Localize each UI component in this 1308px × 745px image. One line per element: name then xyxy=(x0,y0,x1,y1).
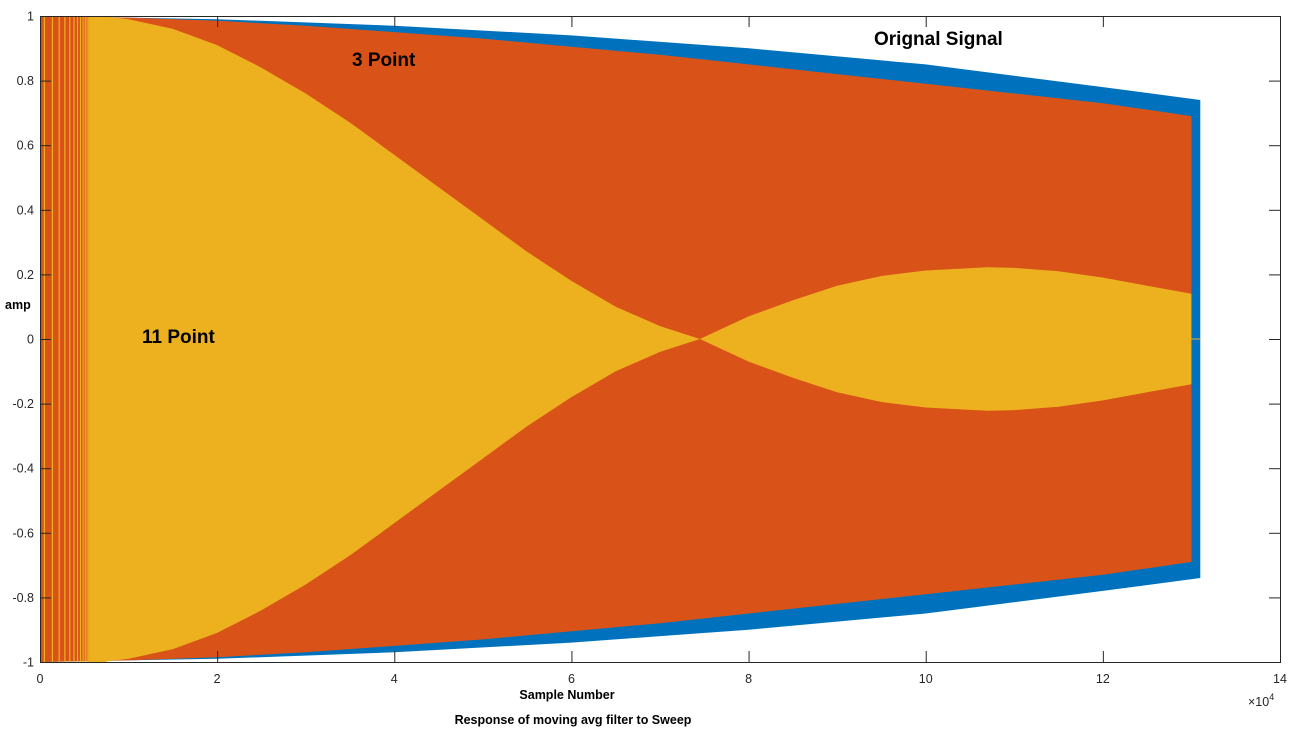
x-exponent-label: ×104 xyxy=(1248,692,1274,709)
x-tick-label: 4 xyxy=(391,672,398,686)
y-tick-label: -0.8 xyxy=(12,591,34,605)
y-tick-label: -0.2 xyxy=(12,397,34,411)
x-tick-label: 14 xyxy=(1273,672,1287,686)
x-tick-label: 8 xyxy=(745,672,752,686)
axis-ticks xyxy=(40,16,1281,663)
plot-area xyxy=(40,16,1201,662)
y-tick-labels: -1 -0.8 -0.6 -0.4 -0.2 0 0.2 0.4 0.6 0.8 1 xyxy=(12,10,34,670)
y-tick-label: 0.8 xyxy=(17,74,34,88)
y-tick-label: 0.2 xyxy=(17,268,34,282)
annotation-original-signal: Orignal Signal xyxy=(874,29,1003,50)
y-tick-label: -0.6 xyxy=(12,526,34,540)
x-tick-labels: 0 2 4 6 8 10 12 14 xyxy=(37,672,1287,686)
annotation-11-point: 11 Point xyxy=(142,327,216,348)
y-tick-label: 1 xyxy=(27,10,34,24)
x-tick-label: 6 xyxy=(568,672,575,686)
y-tick-label: 0.4 xyxy=(17,203,34,217)
x-axis-label: Sample Number xyxy=(519,688,614,702)
y-tick-label: 0.6 xyxy=(17,139,34,153)
y-tick-label: -0.4 xyxy=(12,462,34,476)
y-tick-label: 0 xyxy=(27,333,34,347)
x-tick-label: 2 xyxy=(214,672,221,686)
series-11-point xyxy=(94,16,1192,662)
x-tick-label: 10 xyxy=(919,672,933,686)
x-tick-label: 0 xyxy=(37,672,44,686)
y-axis-label: amp xyxy=(5,298,31,312)
annotation-3-point: 3 Point xyxy=(352,50,416,71)
chart-title: Response of moving avg filter to Sweep xyxy=(455,713,692,727)
x-tick-label: 12 xyxy=(1096,672,1110,686)
y-tick-label: -1 xyxy=(23,656,34,670)
